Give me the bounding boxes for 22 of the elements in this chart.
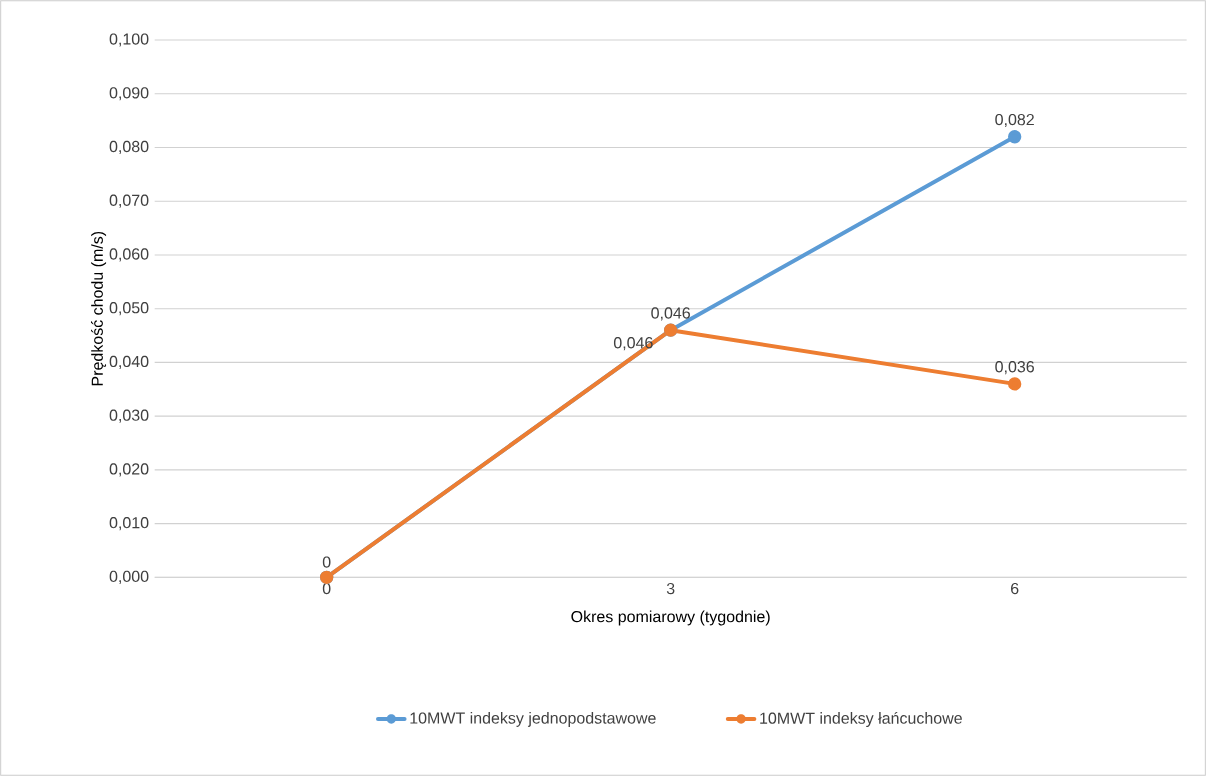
data-label: 0,082 xyxy=(995,113,1034,128)
x-tick-label: 0 xyxy=(322,582,331,595)
x-tick-label: 3 xyxy=(666,582,675,595)
data-label: 0,036 xyxy=(995,361,1034,375)
y-tick-label: 0,100 xyxy=(109,33,149,47)
y-tick-label: 0,030 xyxy=(109,409,149,423)
y-tick-label: 0,040 xyxy=(109,355,149,370)
y-tick-label: 0,010 xyxy=(109,517,149,531)
y-tick-label: 0,090 xyxy=(109,87,149,101)
data-label: 0,046 xyxy=(651,307,690,321)
legend-label: 10MWT indeksy jednopodstawowe xyxy=(410,712,656,727)
y-tick-label: 0,060 xyxy=(109,248,149,262)
x-axis-title: Okres pomiarowy (tygodnie) xyxy=(571,610,770,626)
y-tick-label: 0,070 xyxy=(109,194,149,208)
legend-label: 10MWT indeksy łańcuchowe xyxy=(760,711,962,727)
y-tick-label: 0,020 xyxy=(109,463,149,477)
x-tick-label: 6 xyxy=(1011,582,1019,595)
y-axis-title: Prędkość chodu (m/s) xyxy=(90,231,107,386)
y-tick-label: 0,000 xyxy=(109,570,149,584)
y-tick-label: 0,080 xyxy=(109,140,149,155)
data-label: 0 xyxy=(322,556,331,568)
y-tick-label: 0,050 xyxy=(109,302,149,316)
